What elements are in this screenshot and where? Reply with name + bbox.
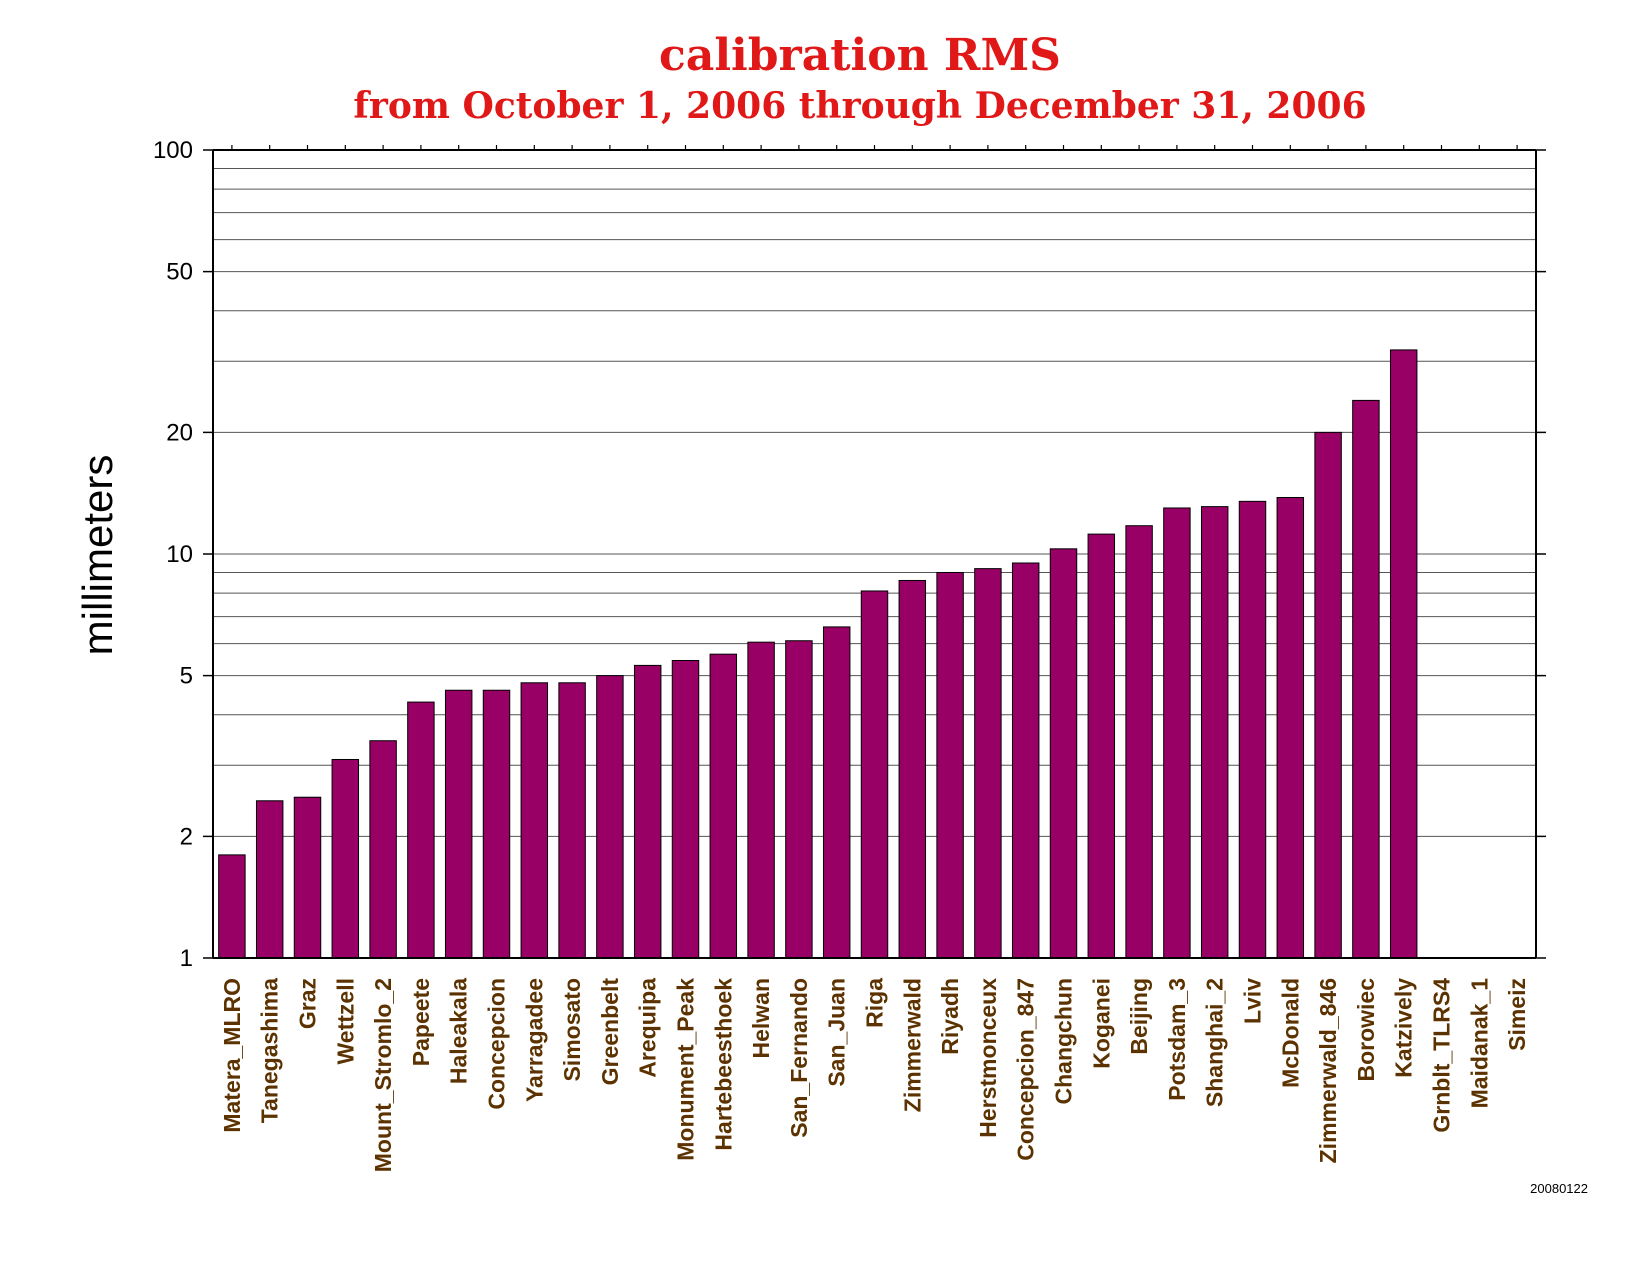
x-tick-label: Riga xyxy=(862,978,888,1028)
chart-subtitle: from October 1, 2006 through December 31… xyxy=(353,85,1367,127)
bar xyxy=(974,568,1002,959)
y-tick-label: 5 xyxy=(180,663,193,690)
bar xyxy=(1314,431,1342,959)
bar xyxy=(1276,496,1305,959)
bar xyxy=(444,689,473,959)
x-tick-label: Papeete xyxy=(408,978,434,1066)
x-tick-label: Riyadh xyxy=(937,978,963,1055)
x-tick-label: Zimmerwald xyxy=(899,978,925,1112)
bar xyxy=(596,675,624,959)
x-tick-label: McDonald xyxy=(1277,978,1303,1088)
bar xyxy=(633,664,662,959)
x-tick-label: Borowiec xyxy=(1353,978,1379,1082)
x-tick-label: San_Juan xyxy=(824,978,850,1087)
x-tick-label: Mount_Stromlo_2 xyxy=(370,978,396,1172)
x-tick-label: Lviv xyxy=(1240,978,1266,1024)
bar xyxy=(709,653,738,959)
x-tick-label: Graz xyxy=(295,978,321,1029)
bar xyxy=(1087,533,1116,959)
x-tick-label: Changchun xyxy=(1051,978,1077,1105)
x-tick-label: Koganei xyxy=(1088,978,1114,1069)
y-tick-label: 10 xyxy=(166,541,193,568)
x-tick-label: Helwan xyxy=(748,978,774,1059)
bar xyxy=(369,740,397,959)
bar xyxy=(1011,562,1040,959)
bar xyxy=(1049,548,1078,959)
bar xyxy=(218,854,246,959)
x-tick-label: Shanghai_2 xyxy=(1202,978,1228,1107)
bar xyxy=(293,796,322,959)
x-tick-label: Herstmonceux xyxy=(975,978,1001,1138)
x-tick-label: Zimmerwald_846 xyxy=(1315,978,1341,1163)
y-axis-label: millimeters xyxy=(74,455,121,656)
bar xyxy=(785,640,813,959)
date-stamp: 20080122 xyxy=(1530,1181,1588,1196)
bar xyxy=(1125,525,1153,959)
bar xyxy=(407,701,435,959)
x-tick-label: Concepcion_847 xyxy=(1013,978,1039,1161)
bars xyxy=(218,349,1418,959)
bar xyxy=(331,758,360,959)
y-tick-labels: 1 2 5 10 20 50 100 xyxy=(153,137,193,972)
bar xyxy=(520,682,549,959)
bar xyxy=(558,682,586,959)
bar xyxy=(1238,500,1267,959)
x-tick-label: Tanegashima xyxy=(257,978,283,1123)
axes xyxy=(203,145,1546,959)
y-tick-label: 20 xyxy=(166,419,193,446)
x-tick-label: Haleakala xyxy=(446,978,472,1084)
x-tick-label: Yarragadee xyxy=(521,978,547,1102)
bar xyxy=(1352,399,1380,959)
y-tick-label: 50 xyxy=(166,259,193,286)
x-tick-label: Matera_MLRO xyxy=(219,978,245,1133)
x-tick-label: Simeiz xyxy=(1504,978,1530,1051)
x-tick-label: Simosato xyxy=(559,978,585,1082)
x-tick-labels: Matera_MLRO Tanegashima Graz Wettzell Mount_… xyxy=(219,978,1530,1173)
y-tick-label: 1 xyxy=(180,945,193,972)
chart-title: calibration RMS xyxy=(659,30,1061,81)
x-tick-label: Monument_Peak xyxy=(673,978,699,1161)
x-tick-label: Wettzell xyxy=(332,978,358,1064)
bar xyxy=(482,689,511,959)
x-tick-label: Maidanak_1 xyxy=(1466,978,1492,1109)
bar xyxy=(898,579,927,959)
x-tick-label: Potsdam_3 xyxy=(1164,978,1190,1101)
x-tick-label: Beijing xyxy=(1126,978,1152,1055)
bar xyxy=(822,626,851,959)
x-tick-label: San_Fernando xyxy=(786,978,812,1138)
x-tick-label: Hartebeesthoek xyxy=(710,978,736,1151)
x-tick-label: Katzively xyxy=(1391,978,1417,1078)
x-tick-label: Greenbelt xyxy=(597,978,623,1086)
x-tick-label: Concepcion xyxy=(484,978,510,1110)
bar xyxy=(255,800,284,959)
bar xyxy=(936,571,964,959)
y-tick-label: 100 xyxy=(153,137,193,164)
bar xyxy=(1389,349,1418,959)
x-tick-label: Grnblt_TLRS4 xyxy=(1429,978,1455,1133)
bar xyxy=(860,590,889,959)
bar xyxy=(1200,506,1229,959)
bar xyxy=(1163,507,1191,959)
y-tick-label: 2 xyxy=(180,823,193,850)
bar xyxy=(671,659,700,959)
x-tick-label: Arequipa xyxy=(635,978,661,1078)
bar xyxy=(747,641,775,959)
